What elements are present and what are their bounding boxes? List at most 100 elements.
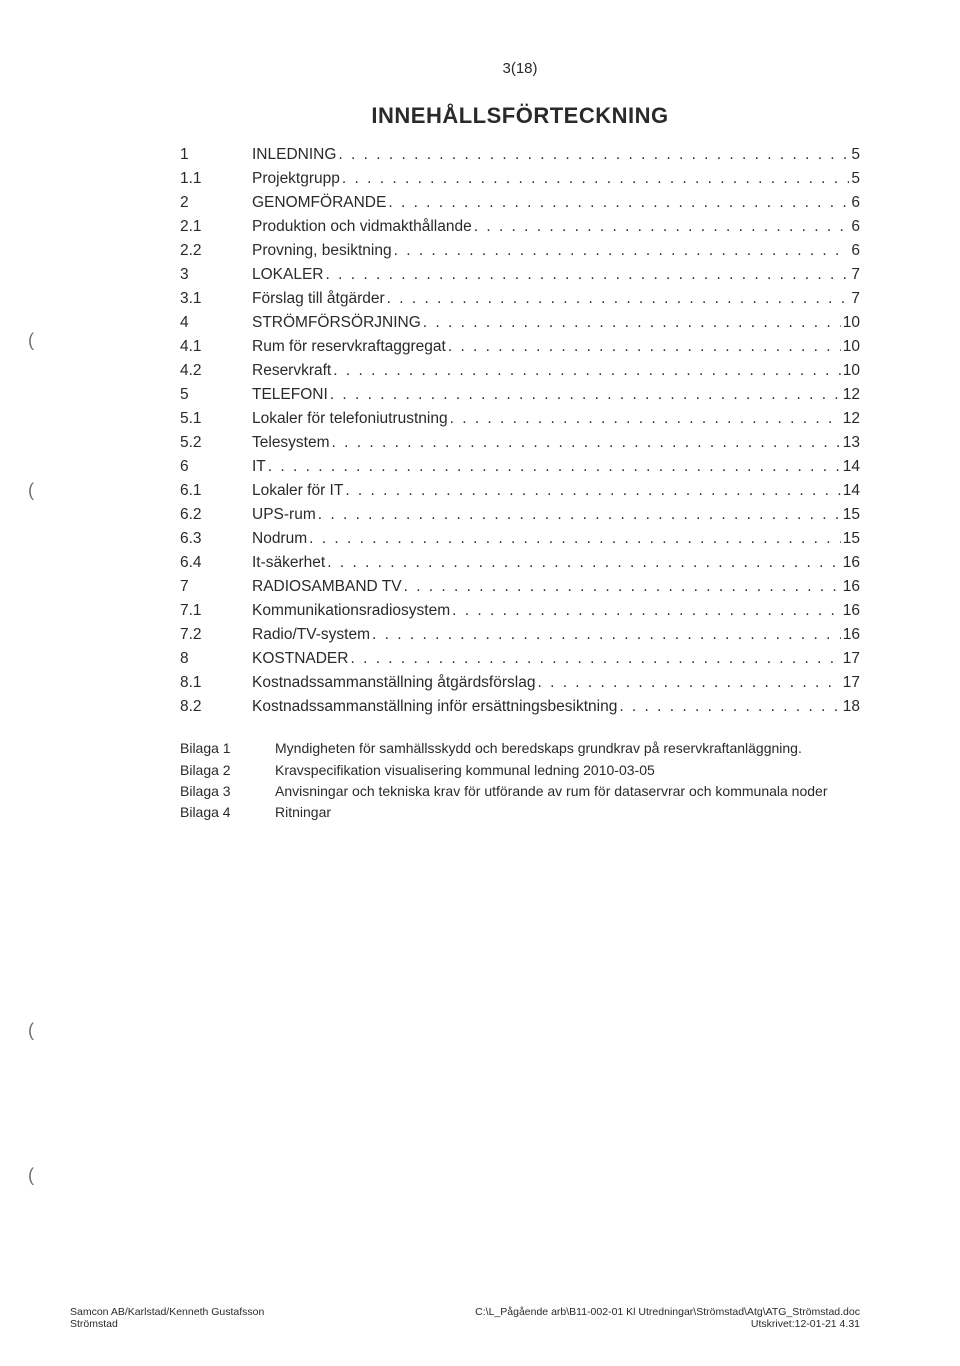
toc-leader-dots: . . . . . . . . . . . . . . . . . . . . … (331, 359, 841, 383)
toc-page-number: 15 (841, 503, 860, 527)
toc-section-title: Projektgrupp (252, 167, 340, 191)
toc-page-number: 6 (849, 191, 860, 215)
footer-right-line2: Utskrivet:12-01-21 4.31 (475, 1318, 860, 1330)
toc-section-title: Lokaler för telefoniutrustning (252, 407, 448, 431)
toc-leader-dots: . . . . . . . . . . . . . . . . . . . . … (325, 551, 841, 575)
toc-section-title: Radio/TV-system (252, 623, 370, 647)
toc-row: 6.4It-säkerhet. . . . . . . . . . . . . … (180, 551, 860, 575)
toc-row: 8.1Kostnadssammanställning åtgärdsförsla… (180, 671, 860, 695)
appendix-description: Ritningar (275, 803, 860, 822)
toc-page-number: 17 (841, 647, 860, 671)
toc-row: 1.1Projektgrupp. . . . . . . . . . . . .… (180, 167, 860, 191)
toc-section-title: TELEFONI (252, 383, 328, 407)
toc-page-number: 17 (841, 671, 860, 695)
toc-section-number: 6.2 (180, 503, 252, 527)
toc-row: 4.2Reservkraft. . . . . . . . . . . . . … (180, 359, 860, 383)
toc-row: 3LOKALER. . . . . . . . . . . . . . . . … (180, 263, 860, 287)
toc-page-number: 16 (841, 623, 860, 647)
toc-section-title: IT (252, 455, 266, 479)
toc-row: 6.2UPS-rum. . . . . . . . . . . . . . . … (180, 503, 860, 527)
toc-row: 6IT. . . . . . . . . . . . . . . . . . .… (180, 455, 860, 479)
toc-leader-dots: . . . . . . . . . . . . . . . . . . . . … (448, 407, 841, 431)
toc-section-title: Provning, besiktning (252, 239, 392, 263)
toc-section-number: 2.2 (180, 239, 252, 263)
toc-leader-dots: . . . . . . . . . . . . . . . . . . . . … (336, 143, 849, 167)
toc-row: 6.3Nodrum. . . . . . . . . . . . . . . .… (180, 527, 860, 551)
toc-page-number: 12 (841, 407, 860, 431)
toc-row: 8.2Kostnadssammanställning inför ersättn… (180, 695, 860, 719)
toc-section-number: 5.2 (180, 431, 252, 455)
toc-section-title: RADIOSAMBAND TV (252, 575, 402, 599)
toc-section-number: 6.4 (180, 551, 252, 575)
appendix-description: Myndigheten för samhällsskydd och bereds… (275, 739, 860, 758)
toc-section-number: 7 (180, 575, 252, 599)
toc-leader-dots: . . . . . . . . . . . . . . . . . . . . … (328, 383, 841, 407)
toc-section-title: UPS-rum (252, 503, 316, 527)
toc-section-number: 3 (180, 263, 252, 287)
footer-left-line1: Samcon AB/Karlstad/Kenneth Gustafsson (70, 1306, 264, 1318)
toc-page-number: 12 (841, 383, 860, 407)
appendix-row: Bilaga 4Ritningar (180, 803, 860, 822)
toc-section-number: 7.1 (180, 599, 252, 623)
toc-page-number: 14 (841, 455, 860, 479)
appendix-row: Bilaga 1Myndigheten för samhällsskydd oc… (180, 739, 860, 758)
toc-row: 2GENOMFÖRANDE. . . . . . . . . . . . . .… (180, 191, 860, 215)
toc-row: 7.1Kommunikationsradiosystem. . . . . . … (180, 599, 860, 623)
toc-section-number: 4.2 (180, 359, 252, 383)
toc-section-title: Lokaler för IT (252, 479, 343, 503)
toc-leader-dots: . . . . . . . . . . . . . . . . . . . . … (450, 599, 841, 623)
table-of-contents: 1INLEDNING. . . . . . . . . . . . . . . … (180, 143, 860, 719)
toc-page-number: 18 (841, 695, 860, 719)
toc-row: 6.1Lokaler för IT. . . . . . . . . . . .… (180, 479, 860, 503)
toc-section-number: 2.1 (180, 215, 252, 239)
toc-page-number: 15 (841, 527, 860, 551)
toc-section-title: Rum för reservkraftaggregat (252, 335, 446, 359)
toc-leader-dots: . . . . . . . . . . . . . . . . . . . . … (402, 575, 841, 599)
toc-page-number: 14 (841, 479, 860, 503)
page: ( ( ( ( 3(18) INNEHÅLLSFÖRTECKNING 1INLE… (0, 0, 960, 1366)
toc-leader-dots: . . . . . . . . . . . . . . . . . . . . … (324, 263, 850, 287)
toc-section-title: KOSTNADER (252, 647, 348, 671)
toc-leader-dots: . . . . . . . . . . . . . . . . . . . . … (385, 287, 850, 311)
toc-section-number: 4.1 (180, 335, 252, 359)
toc-section-number: 3.1 (180, 287, 252, 311)
toc-section-number: 1.1 (180, 167, 252, 191)
appendix-list: Bilaga 1Myndigheten för samhällsskydd oc… (180, 739, 860, 822)
toc-section-title: It-säkerhet (252, 551, 325, 575)
appendix-label: Bilaga 4 (180, 803, 275, 822)
toc-section-title: STRÖMFÖRSÖRJNING (252, 311, 421, 335)
toc-row: 1INLEDNING. . . . . . . . . . . . . . . … (180, 143, 860, 167)
toc-section-number: 5.1 (180, 407, 252, 431)
page-number: 3(18) (180, 60, 860, 77)
toc-leader-dots: . . . . . . . . . . . . . . . . . . . . … (535, 671, 840, 695)
toc-section-title: Nodrum (252, 527, 307, 551)
appendix-description: Anvisningar och tekniska krav för utföra… (275, 782, 860, 801)
toc-page-number: 10 (841, 359, 860, 383)
appendix-label: Bilaga 1 (180, 739, 275, 758)
toc-page-number: 16 (841, 575, 860, 599)
toc-page-number: 6 (849, 239, 860, 263)
toc-leader-dots: . . . . . . . . . . . . . . . . . . . . … (386, 191, 849, 215)
toc-page-number: 10 (841, 311, 860, 335)
toc-leader-dots: . . . . . . . . . . . . . . . . . . . . … (472, 215, 850, 239)
toc-page-number: 7 (849, 263, 860, 287)
toc-section-title: Kostnadssammanställning inför ersättning… (252, 695, 617, 719)
toc-leader-dots: . . . . . . . . . . . . . . . . . . . . … (316, 503, 841, 527)
toc-leader-dots: . . . . . . . . . . . . . . . . . . . . … (370, 623, 841, 647)
toc-section-title: Kommunikationsradiosystem (252, 599, 450, 623)
toc-row: 5.1Lokaler för telefoniutrustning. . . .… (180, 407, 860, 431)
appendix-description: Kravspecifikation visualisering kommunal… (275, 761, 860, 780)
toc-row: 7.2Radio/TV-system. . . . . . . . . . . … (180, 623, 860, 647)
toc-leader-dots: . . . . . . . . . . . . . . . . . . . . … (343, 479, 840, 503)
toc-leader-dots: . . . . . . . . . . . . . . . . . . . . … (392, 239, 850, 263)
toc-row: 5.2Telesystem. . . . . . . . . . . . . .… (180, 431, 860, 455)
toc-heading: INNEHÅLLSFÖRTECKNING (180, 103, 860, 129)
punch-hole-mark: ( (28, 330, 34, 351)
toc-page-number: 7 (849, 287, 860, 311)
toc-section-number: 7.2 (180, 623, 252, 647)
toc-section-number: 6.1 (180, 479, 252, 503)
punch-hole-mark: ( (28, 1165, 34, 1186)
toc-section-title: Telesystem (252, 431, 330, 455)
toc-leader-dots: . . . . . . . . . . . . . . . . . . . . … (421, 311, 841, 335)
toc-page-number: 13 (841, 431, 860, 455)
